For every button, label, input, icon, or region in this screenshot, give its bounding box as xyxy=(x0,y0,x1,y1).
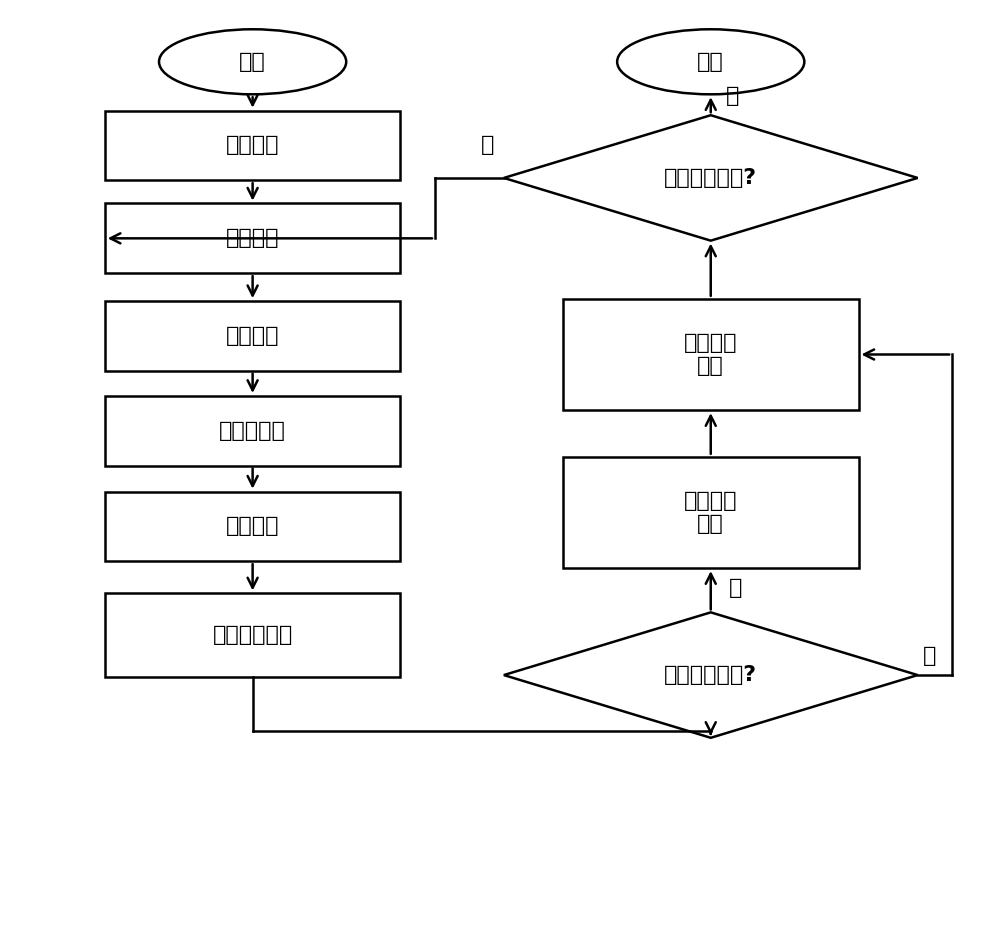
Text: 否: 否 xyxy=(480,135,494,155)
Text: 调整时钟
延时: 调整时钟 延时 xyxy=(684,491,737,534)
Text: 开始: 开始 xyxy=(239,52,266,72)
Text: 脉冲整形: 脉冲整形 xyxy=(226,228,280,248)
Text: 逻辑与操作: 逻辑与操作 xyxy=(219,420,287,441)
Text: 是: 是 xyxy=(725,86,739,106)
Text: 结束: 结束 xyxy=(698,52,724,72)
Bar xyxy=(563,457,859,569)
Bar xyxy=(105,111,400,180)
Text: 调整波形
相位: 调整波形 相位 xyxy=(684,333,737,377)
Bar xyxy=(105,396,400,466)
Text: 完成所有通道?: 完成所有通道? xyxy=(664,168,758,188)
Text: 计算延时误差: 计算延时误差 xyxy=(212,625,292,645)
Text: 否: 否 xyxy=(728,579,742,598)
Text: 是否达到要求?: 是否达到要求? xyxy=(664,665,758,685)
Bar xyxy=(105,203,400,273)
Bar xyxy=(105,594,400,677)
Text: 脉宽测量: 脉宽测量 xyxy=(226,516,280,537)
Text: 输出波形: 输出波形 xyxy=(226,135,280,156)
Bar xyxy=(563,299,859,410)
Bar xyxy=(105,301,400,371)
Text: 是: 是 xyxy=(923,646,936,665)
Bar xyxy=(105,491,400,561)
Text: 选择通道: 选择通道 xyxy=(226,326,280,346)
